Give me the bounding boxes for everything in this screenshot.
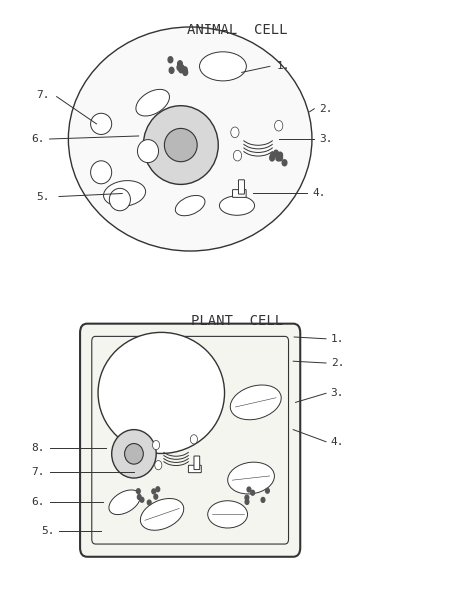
Circle shape bbox=[265, 488, 269, 493]
Circle shape bbox=[270, 155, 274, 161]
Circle shape bbox=[177, 64, 182, 70]
Text: ANIMAL  CELL: ANIMAL CELL bbox=[187, 23, 287, 37]
Ellipse shape bbox=[200, 52, 246, 81]
Circle shape bbox=[271, 152, 275, 158]
Circle shape bbox=[247, 487, 251, 492]
Circle shape bbox=[278, 155, 283, 161]
Ellipse shape bbox=[112, 430, 156, 478]
Circle shape bbox=[179, 65, 184, 71]
Ellipse shape bbox=[68, 27, 312, 251]
Text: 3.: 3. bbox=[319, 134, 332, 144]
FancyBboxPatch shape bbox=[194, 456, 200, 470]
Ellipse shape bbox=[208, 501, 247, 528]
Circle shape bbox=[153, 441, 160, 450]
Ellipse shape bbox=[91, 161, 112, 184]
Text: 8.: 8. bbox=[31, 443, 45, 453]
Ellipse shape bbox=[137, 139, 158, 163]
Ellipse shape bbox=[230, 385, 281, 420]
Circle shape bbox=[179, 67, 183, 73]
Text: 7.: 7. bbox=[36, 90, 50, 100]
FancyBboxPatch shape bbox=[188, 466, 201, 473]
Circle shape bbox=[137, 495, 141, 499]
Circle shape bbox=[274, 120, 283, 131]
Text: 6.: 6. bbox=[31, 497, 45, 507]
Ellipse shape bbox=[143, 106, 218, 185]
Ellipse shape bbox=[91, 113, 112, 134]
Ellipse shape bbox=[109, 490, 140, 514]
Ellipse shape bbox=[164, 128, 197, 162]
Ellipse shape bbox=[140, 499, 184, 530]
Circle shape bbox=[245, 496, 249, 500]
FancyBboxPatch shape bbox=[80, 324, 300, 557]
Circle shape bbox=[154, 494, 158, 499]
Text: 7.: 7. bbox=[31, 467, 45, 477]
Ellipse shape bbox=[109, 188, 130, 211]
Text: PLANT  CELL: PLANT CELL bbox=[191, 313, 283, 327]
Circle shape bbox=[178, 60, 182, 67]
Circle shape bbox=[155, 461, 162, 470]
Text: 4.: 4. bbox=[312, 188, 326, 199]
Text: 1.: 1. bbox=[331, 334, 344, 344]
Circle shape bbox=[278, 152, 283, 158]
Circle shape bbox=[140, 497, 144, 502]
Circle shape bbox=[273, 150, 278, 156]
Text: 6.: 6. bbox=[31, 134, 45, 144]
Circle shape bbox=[168, 57, 173, 63]
Circle shape bbox=[261, 497, 265, 502]
Text: 4.: 4. bbox=[331, 437, 344, 447]
Ellipse shape bbox=[136, 89, 170, 116]
FancyBboxPatch shape bbox=[238, 180, 245, 194]
Ellipse shape bbox=[103, 181, 146, 207]
Text: 5.: 5. bbox=[41, 525, 55, 536]
Circle shape bbox=[137, 489, 140, 494]
Text: 2.: 2. bbox=[331, 358, 344, 368]
Circle shape bbox=[282, 159, 287, 166]
Ellipse shape bbox=[228, 462, 274, 494]
Ellipse shape bbox=[125, 444, 143, 464]
Text: 5.: 5. bbox=[36, 191, 50, 202]
Circle shape bbox=[156, 487, 160, 492]
Circle shape bbox=[183, 69, 188, 75]
Circle shape bbox=[276, 155, 281, 161]
Circle shape bbox=[245, 500, 249, 504]
Ellipse shape bbox=[98, 332, 225, 453]
Circle shape bbox=[169, 67, 174, 73]
Circle shape bbox=[147, 500, 151, 505]
Circle shape bbox=[233, 150, 242, 161]
FancyBboxPatch shape bbox=[233, 189, 246, 197]
Text: 1.: 1. bbox=[277, 61, 290, 71]
Circle shape bbox=[231, 127, 239, 137]
Text: 2.: 2. bbox=[319, 104, 332, 114]
Circle shape bbox=[251, 490, 255, 495]
Circle shape bbox=[182, 67, 187, 73]
Circle shape bbox=[191, 434, 198, 444]
Text: 3.: 3. bbox=[331, 388, 344, 398]
Ellipse shape bbox=[219, 196, 255, 215]
Ellipse shape bbox=[175, 196, 205, 216]
Circle shape bbox=[152, 489, 155, 494]
